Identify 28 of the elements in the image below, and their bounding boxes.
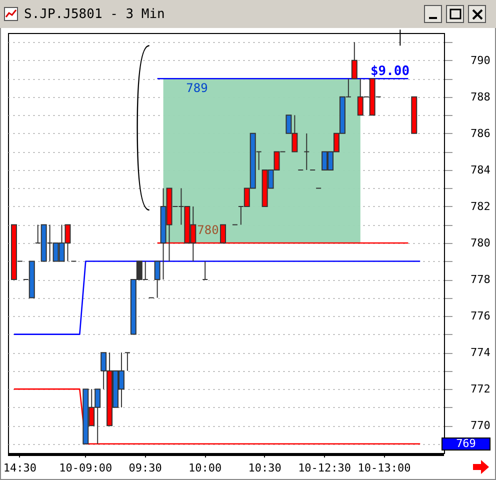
candlestick (154, 260, 160, 298)
x-tick-label: 14:30 (3, 462, 37, 474)
annotation: $9.00 (370, 64, 410, 79)
y-tick-label: 790 (470, 54, 490, 67)
y-tick-label: 786 (470, 126, 490, 140)
candlestick (202, 260, 208, 280)
y-tick-label: 784 (470, 163, 491, 176)
x-tick-label: 09:30 (128, 462, 162, 474)
y-tick-label: 774 (470, 346, 491, 360)
text: 769 (456, 437, 476, 450)
candlestick (124, 352, 130, 372)
x-tick-label: 10-13:00 (358, 462, 411, 474)
y-tick-label: 772 (470, 382, 490, 396)
x-tick-label: 10:30 (248, 462, 282, 474)
annotation: 789 (186, 81, 208, 95)
y-tick-label: 788 (470, 90, 490, 104)
y-tick-label: 776 (470, 310, 490, 323)
y-tick-label: 770 (470, 419, 490, 432)
chart-title: S.JP.J5801 - 3 Min (24, 7, 165, 22)
y-tick-label: 782 (470, 200, 490, 213)
x-tick-label: 10:00 (188, 462, 222, 474)
candlestick (351, 42, 358, 80)
x-tick-label: 10-12:30 (298, 462, 352, 474)
y-tick-label: 780 (470, 236, 490, 250)
y-tick-label: 778 (470, 273, 490, 286)
x-tick-label: 10-09:00 (59, 462, 112, 474)
annotation: 780 (197, 223, 219, 237)
candlestick (304, 132, 310, 170)
